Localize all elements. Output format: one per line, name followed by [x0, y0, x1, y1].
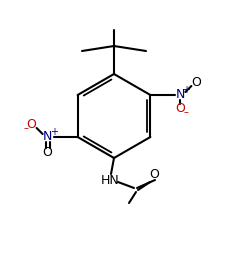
- Text: HN: HN: [101, 173, 119, 186]
- Text: –: –: [23, 123, 28, 133]
- Text: –: –: [184, 107, 189, 117]
- Text: O: O: [191, 77, 201, 89]
- Text: N: N: [43, 130, 52, 144]
- Text: +: +: [182, 85, 190, 95]
- Text: N: N: [176, 88, 185, 101]
- Text: O: O: [43, 147, 53, 159]
- Text: O: O: [175, 102, 185, 116]
- Text: O: O: [149, 168, 159, 182]
- Text: O: O: [27, 119, 37, 131]
- Text: +: +: [50, 127, 58, 137]
